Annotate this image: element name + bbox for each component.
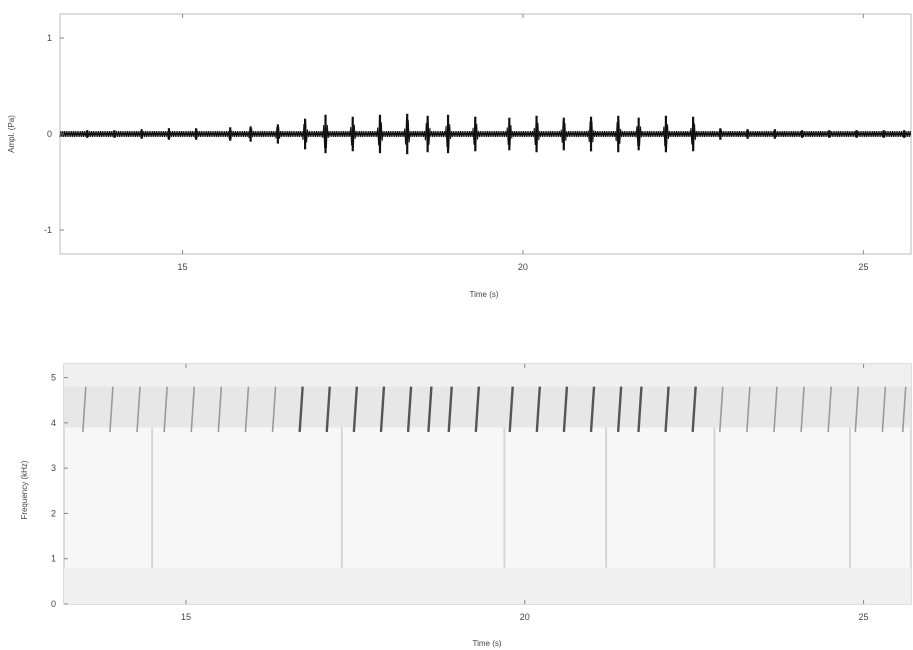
spectrogram-event xyxy=(82,386,87,432)
spectrogram-ytick-label: 3 xyxy=(51,463,56,473)
spectrogram-xticks: 15 20 25 xyxy=(181,364,869,622)
waveform-ylabel: Ampl. (Pa) xyxy=(7,115,16,153)
spectrogram-ytick-label: 0 xyxy=(51,599,56,609)
spectrogram-ylabel: Frequency (kHz) xyxy=(20,460,29,519)
waveform-ytick-label: 0 xyxy=(47,129,52,139)
spectrogram-xtick-label: 25 xyxy=(859,612,869,622)
spectrogram-xlabel: Time (s) xyxy=(472,639,501,648)
waveform-xtick-label: 15 xyxy=(178,262,188,272)
spectrogram-event xyxy=(562,386,569,433)
spectrogram-low-band xyxy=(64,567,911,604)
spectrogram-event xyxy=(854,386,860,432)
spectrogram-xtick-label: 20 xyxy=(520,612,530,622)
spectrogram-event xyxy=(427,386,433,433)
spectrogram-event xyxy=(827,386,832,432)
spectrogram-event xyxy=(664,386,670,433)
waveform-xlabel: Time (s) xyxy=(469,290,498,299)
spectrogram-broadband-streak xyxy=(340,427,343,568)
spectrogram-broadband-streak xyxy=(849,427,852,568)
waveform-ytick-label: 1 xyxy=(47,33,52,43)
spectrogram-event xyxy=(352,386,359,433)
spectrogram-band xyxy=(64,386,911,428)
waveform-panel: 15 20 25 1 0 -1 Time (s) Ampl. (Pa) xyxy=(7,13,912,299)
spectrogram-event xyxy=(244,386,250,432)
spectrogram-xtick-label: 15 xyxy=(181,612,191,622)
waveform-xtick-label: 25 xyxy=(858,262,868,272)
spectrogram-event xyxy=(298,386,304,433)
spectrogram-ytick-label: 1 xyxy=(51,554,56,564)
spectrogram-event xyxy=(589,386,596,433)
spectrogram-broadband-streak xyxy=(605,427,608,568)
spectrogram-event xyxy=(406,386,413,433)
spectrogram-event xyxy=(881,386,887,432)
spectrogram-event xyxy=(474,386,481,433)
waveform-yticks: 1 0 -1 xyxy=(44,33,64,235)
spectrogram-event xyxy=(718,386,724,432)
spectrogram-event xyxy=(190,386,196,432)
waveform-xtick-label: 20 xyxy=(518,262,528,272)
spectrogram-broadband-streak xyxy=(713,427,716,568)
spectrogram-image xyxy=(64,364,911,604)
spectrogram-yticks: 5 4 3 2 1 0 xyxy=(51,373,68,609)
spectrogram-event xyxy=(535,386,542,433)
spectrogram-event xyxy=(901,386,907,432)
spectrogram-panel: 15 20 25 5 4 3 2 1 0 Time (s) Frequency (kHz) xyxy=(20,363,912,648)
spectrogram-event xyxy=(379,386,386,433)
spectrogram-event xyxy=(691,386,697,433)
spectrogram-event xyxy=(325,386,331,433)
spectrogram-event xyxy=(637,386,643,433)
spectrogram-event xyxy=(447,386,453,433)
spectrogram-ytick-label: 5 xyxy=(51,373,56,383)
spectrogram-event xyxy=(746,386,751,432)
waveform-line xyxy=(59,114,911,154)
spectrogram-ytick-label: 4 xyxy=(51,418,56,428)
spectrogram-event xyxy=(800,386,805,432)
spectrogram-top-band xyxy=(64,364,911,387)
spectrogram-broadband-streak xyxy=(503,427,506,568)
spectrogram-event xyxy=(217,386,223,432)
spectrogram-event xyxy=(163,386,168,432)
spectrogram-event xyxy=(508,386,514,433)
waveform-xticks: 15 20 25 xyxy=(178,14,868,272)
spectrogram-broadband-streak xyxy=(151,427,154,568)
spectrogram-event xyxy=(773,386,778,432)
spectrogram-ytick-label: 2 xyxy=(51,508,56,518)
spectrogram-event xyxy=(271,386,277,432)
spectrogram-event xyxy=(136,386,141,432)
waveform-ytick-label: -1 xyxy=(44,225,52,235)
waveform-trace xyxy=(59,113,911,155)
spectrogram-event xyxy=(616,386,623,433)
spectrogram-event xyxy=(109,386,114,432)
